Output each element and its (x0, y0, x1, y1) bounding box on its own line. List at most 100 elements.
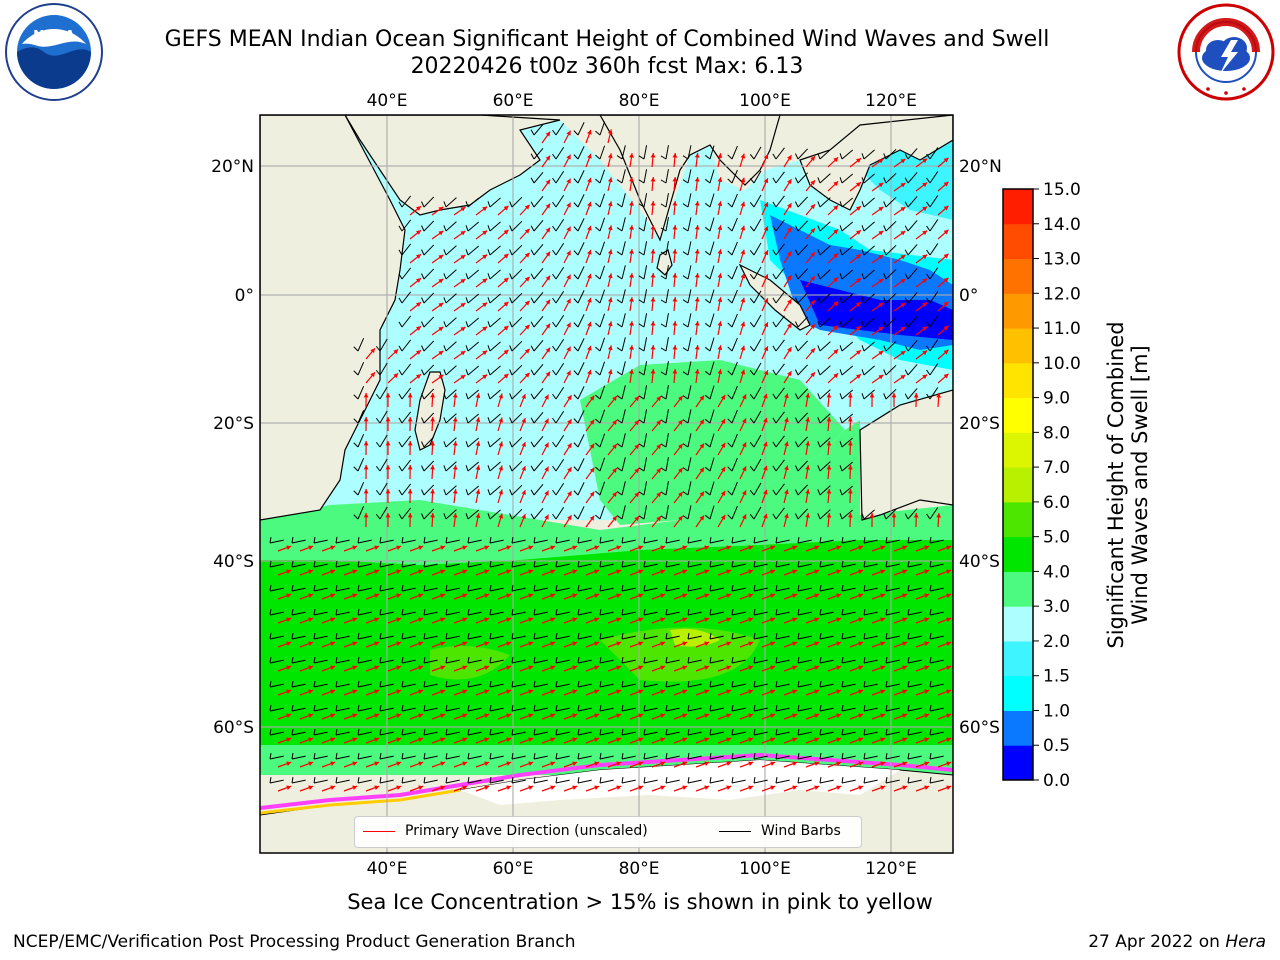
wind-barb (401, 587, 416, 592)
wind-barb (775, 315, 785, 328)
wind-barb-flag (552, 441, 557, 448)
wind-barb (709, 707, 724, 712)
wind-barb (511, 388, 523, 400)
colorbar-tick-label: 1.0 (1043, 701, 1070, 721)
wave-arrow-head (440, 665, 446, 670)
colorbar-swatch (1003, 571, 1033, 607)
wind-barb-flag (375, 489, 381, 496)
wave-arrow-head (462, 569, 468, 574)
wind-barb (907, 316, 918, 328)
wave-arrow-head (924, 785, 930, 790)
wind-barb-flag (533, 536, 536, 544)
wave-arrow-head (833, 229, 839, 235)
wind-barb (841, 659, 856, 664)
wind-barb (775, 387, 785, 400)
wave-arrow-head (385, 465, 391, 470)
wave-arrow-head (484, 785, 490, 790)
wind-barb (489, 413, 501, 424)
wind-barb-flag (904, 153, 909, 160)
wave-arrow-head (544, 514, 549, 520)
wind-barb (269, 539, 284, 544)
wave-arrow-head (660, 737, 666, 742)
wind-barb (687, 481, 692, 496)
wind-barb-flag (379, 632, 382, 640)
wind-barb-flag (357, 560, 360, 568)
wind-barb (863, 683, 878, 688)
wave-arrow-head (440, 785, 446, 790)
wave-arrow-head (638, 761, 644, 766)
wave-arrow-head (650, 321, 656, 326)
wave-arrow-head (858, 737, 864, 742)
wind-barb-flag (621, 632, 624, 640)
wave-arrow-head (836, 569, 842, 574)
wind-barb (555, 171, 565, 184)
wind-barb-flag (445, 656, 448, 664)
wind-barb (841, 437, 854, 448)
wind-barb-flag (375, 345, 381, 352)
wind-barb-flag (926, 297, 931, 304)
wave-arrow-head (587, 153, 592, 159)
wind-barb (775, 363, 785, 376)
wind-barb (335, 707, 350, 712)
wind-barb (621, 217, 626, 232)
wave-arrow-head (634, 516, 639, 522)
wind-barb-flag (353, 442, 359, 448)
wave-arrow-head (763, 298, 769, 304)
wave-arrow-head (748, 761, 754, 766)
wind-barb (731, 611, 746, 616)
wave-arrow-head (475, 393, 481, 399)
wind-barb (423, 460, 435, 472)
wave-arrow-head (740, 345, 746, 351)
wave-arrow-head (482, 278, 488, 284)
wind-barb (731, 289, 738, 304)
wave-arrow-head (545, 347, 551, 353)
wind-barb (335, 683, 350, 688)
wave-arrow-head (878, 302, 884, 308)
wave-arrow-head (638, 737, 644, 742)
wind-barb-flag (704, 466, 711, 472)
wave-arrow-head (902, 689, 908, 694)
wave-arrow-head (946, 665, 952, 670)
wave-arrow-head (438, 230, 444, 236)
wind-barb-flag (552, 489, 557, 496)
wind-barb-flag (401, 776, 404, 784)
wind-barb-flag (421, 345, 425, 352)
wave-arrow-head (440, 737, 446, 742)
wind-barb (577, 731, 592, 736)
wind-barb-flag (929, 584, 932, 592)
wind-barb-flag (687, 632, 690, 640)
wind-barb-flag (465, 345, 469, 352)
wave-arrow-head (891, 513, 897, 518)
wind-barb-flag (552, 369, 557, 376)
wave-arrow-head (594, 641, 600, 646)
wind-barb (819, 755, 834, 760)
wind-barb (929, 315, 939, 328)
wind-barb (335, 563, 350, 568)
wind-barb-flag (883, 153, 887, 160)
wave-arrow-head (528, 593, 534, 598)
wind-barb (665, 611, 680, 616)
wind-barb (489, 683, 504, 688)
wind-barb-flag (530, 393, 535, 400)
wind-barb (445, 269, 457, 280)
wind-barb (489, 365, 501, 376)
wind-barb (489, 635, 504, 640)
wind-barb-flag (731, 752, 734, 760)
wind-barb-flag (421, 513, 425, 520)
wind-barb-flag (660, 203, 667, 208)
wind-barb-flag (467, 584, 470, 592)
wind-barb (885, 364, 897, 376)
wind-barb (533, 507, 544, 520)
wind-barb-flag (398, 273, 403, 280)
wind-barb (533, 387, 544, 400)
wind-barb (687, 731, 702, 736)
wind-barb (423, 539, 438, 544)
wave-arrow-head (503, 325, 509, 331)
wind-barb-flag (291, 608, 294, 616)
wave-arrow-head (634, 444, 639, 450)
wind-barb-flag (929, 656, 932, 664)
wind-barb (819, 461, 831, 472)
wind-barb-flag (577, 584, 580, 592)
wave-arrow-head (567, 515, 572, 521)
wave-arrow-head (330, 689, 336, 694)
